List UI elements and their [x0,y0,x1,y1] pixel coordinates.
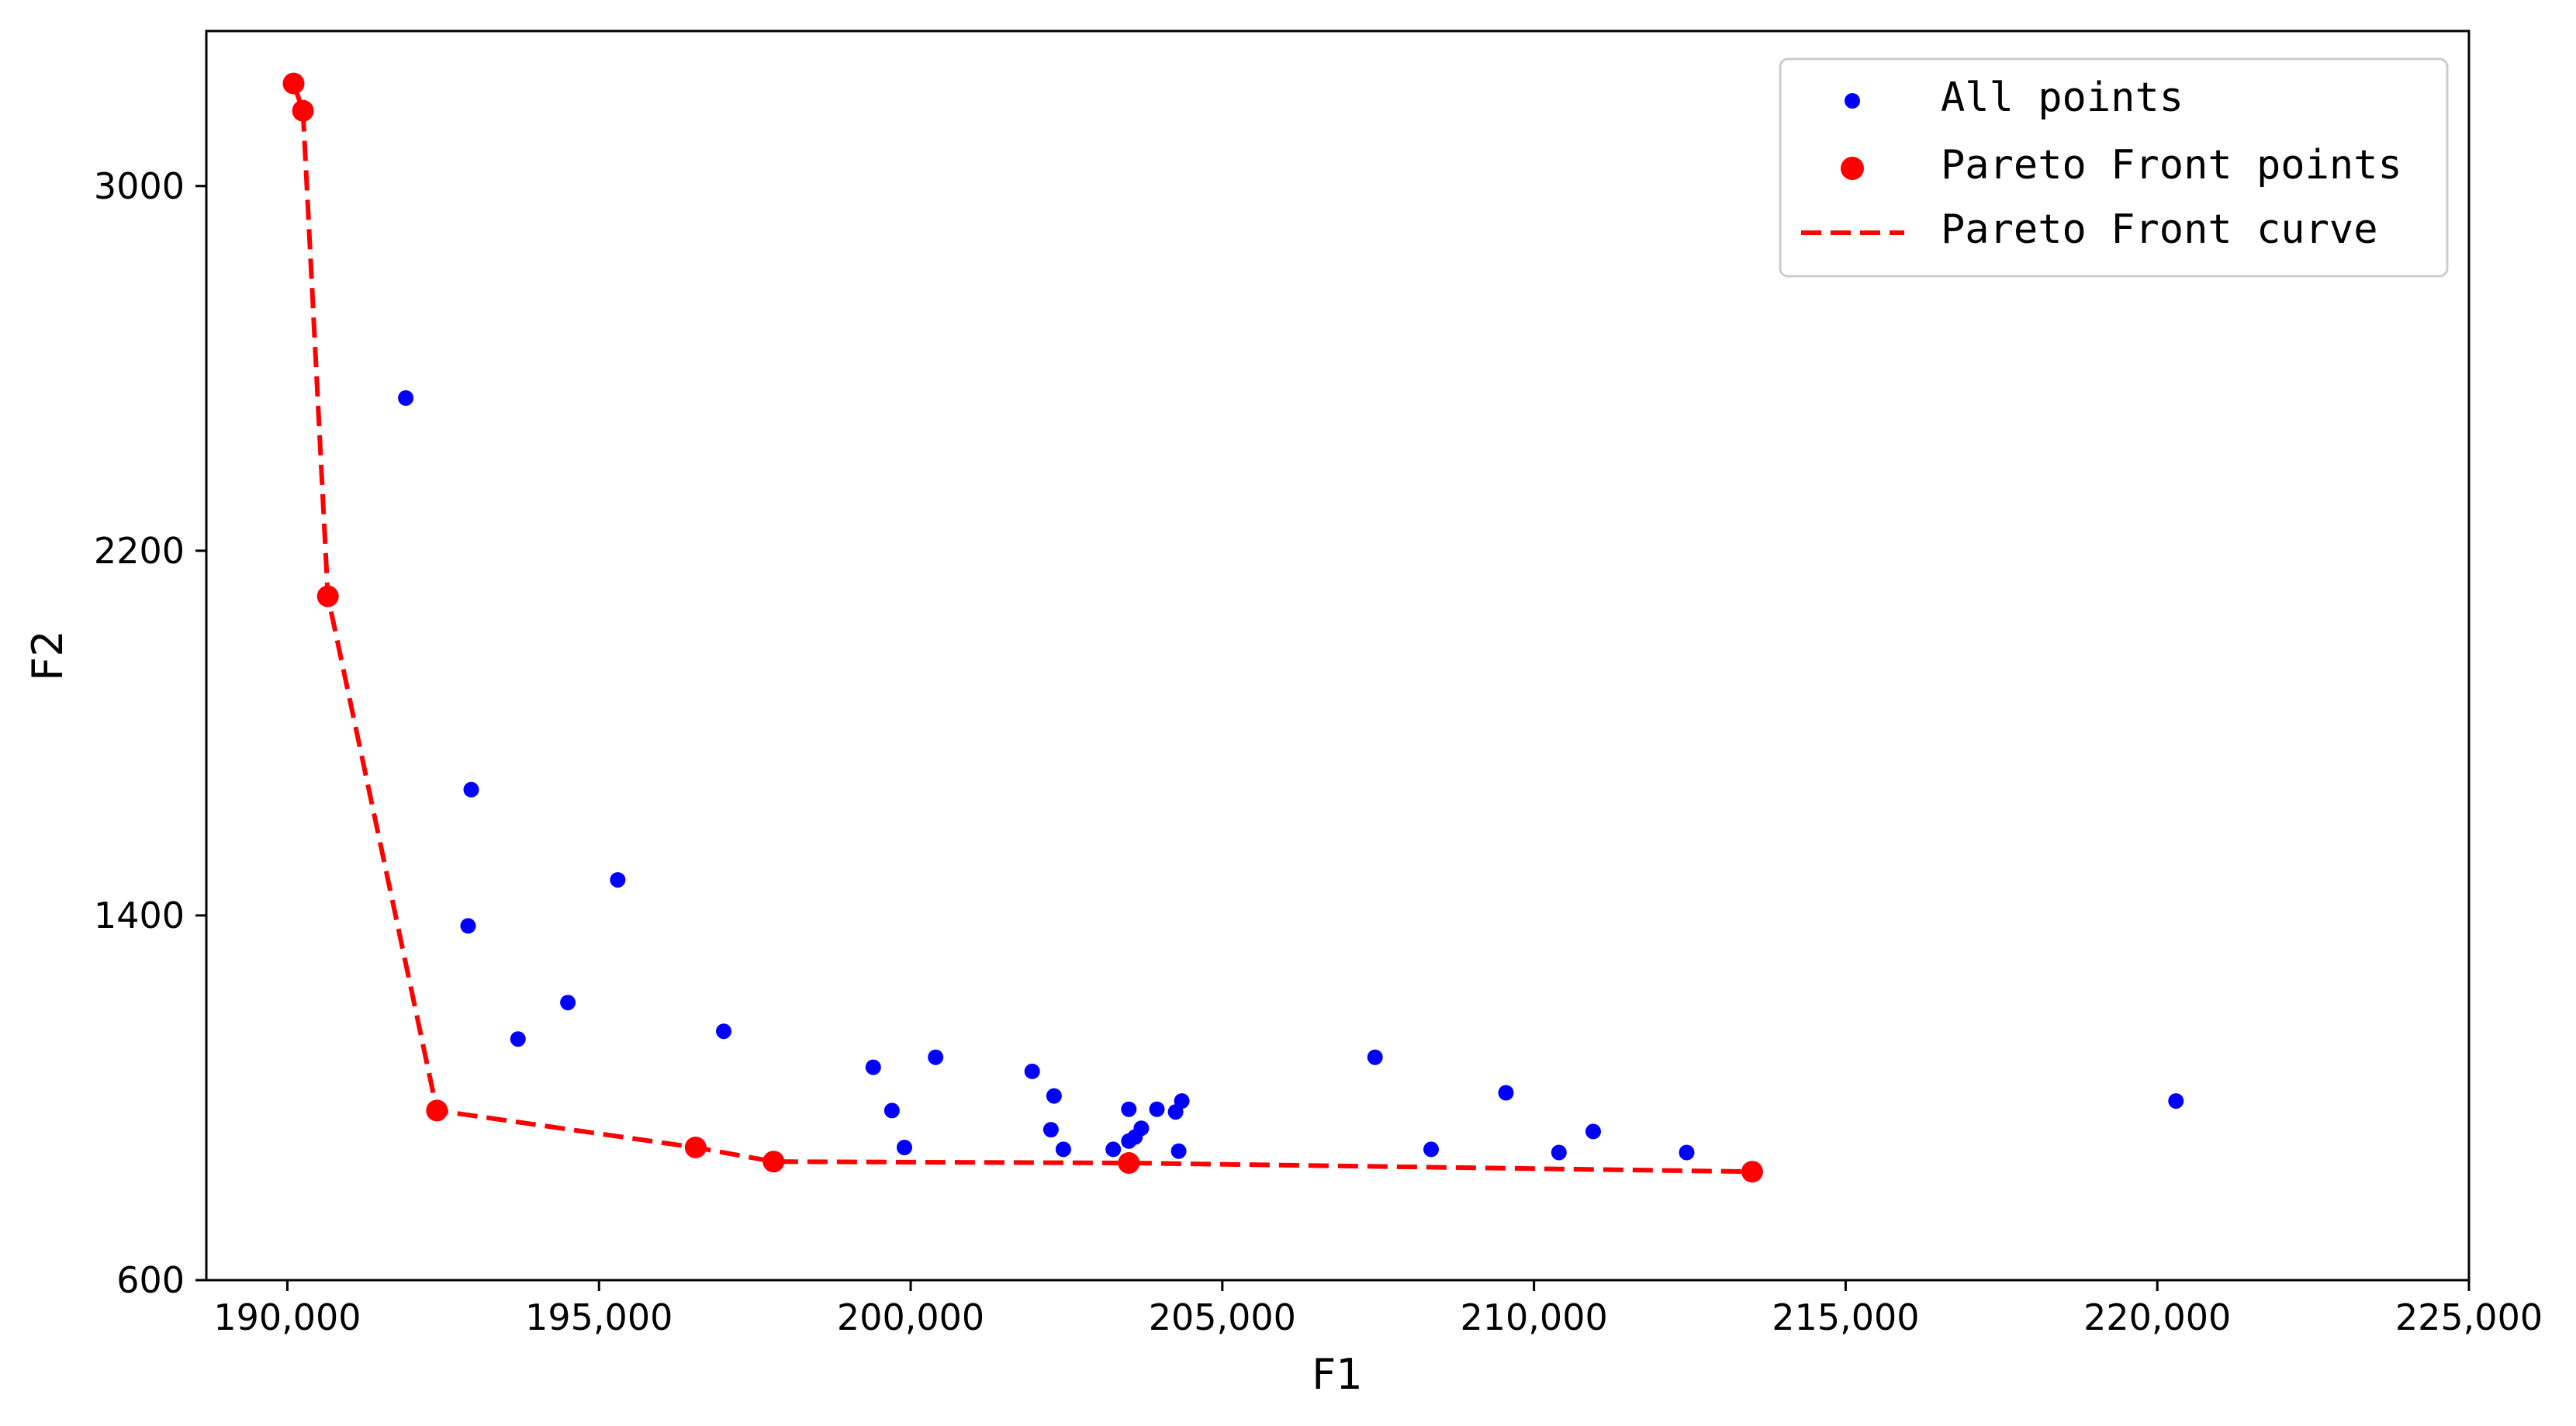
all-point-14 [1055,1141,1071,1158]
plot-frame [205,29,2471,1282]
all-point-5 [610,872,626,888]
y-axis-label: F2 [23,630,72,680]
all-point-23 [1174,1093,1190,1109]
all-point-6 [716,1023,731,1040]
all-point-4 [560,995,576,1011]
x-tick-label-4: 210,000 [1461,1296,1608,1338]
x-tick-label-1: 195,000 [525,1296,673,1338]
all-point-1 [463,781,479,798]
all-point-29 [1679,1144,1695,1161]
all-point-24 [1367,1049,1383,1065]
all-point-26 [1498,1085,1514,1101]
pareto-point-5 [762,1151,785,1173]
x-tick-label-7: 225,000 [2395,1296,2543,1338]
x-tick-label-3: 205,000 [1149,1296,1296,1338]
legend-label-all-points: All points [1941,74,2184,121]
x-tick-label-6: 220,000 [2083,1296,2231,1338]
all-point-22 [1170,1143,1187,1159]
all-point-10 [928,1049,944,1065]
pareto-point-6 [1118,1152,1140,1174]
all-point-8 [883,1102,900,1119]
pareto-point-1 [292,99,314,122]
legend-marker-all-points [1845,93,1860,109]
pareto-point-4 [684,1137,707,1158]
all-point-7 [865,1059,881,1075]
y-tick-label-2: 2200 [94,530,185,572]
all-point-19 [1133,1120,1150,1137]
x-axis-ticks: 190,000 195,000 200,000 205,000 210,000 215,0… [213,1280,2543,1338]
legend-marker-pareto-points [1841,157,1864,180]
pareto-point-2 [316,585,339,607]
pareto-point-0 [282,72,305,95]
y-axis-ticks: 600 1400 2200 3000 [94,165,206,1301]
all-point-20 [1149,1101,1165,1117]
all-point-30 [2168,1093,2184,1109]
all-point-2 [460,918,476,934]
all-point-16 [1121,1101,1137,1117]
all-point-25 [1423,1141,1439,1158]
all-point-28 [1585,1123,1601,1140]
pareto-point-3 [426,1099,448,1122]
all-point-12 [1043,1122,1059,1138]
all-point-0 [398,390,414,406]
pareto-point-7 [1741,1161,1763,1183]
y-tick-label-1: 1400 [94,895,185,936]
all-point-27 [1551,1144,1567,1161]
all-point-11 [1024,1063,1040,1079]
all-point-15 [1105,1141,1122,1158]
all-points-layer [398,390,2184,1161]
x-tick-label-2: 200,000 [837,1296,984,1338]
all-point-13 [1046,1088,1062,1104]
pareto-points-layer [282,72,1763,1183]
x-tick-label-0: 190,000 [213,1296,361,1338]
legend-label-pareto-points: Pareto Front points [1941,142,2402,189]
all-point-3 [510,1031,526,1047]
legend-frame [1779,57,2449,278]
y-tick-label-0: 600 [116,1259,185,1301]
y-tick-label-3: 3000 [94,165,185,207]
all-point-9 [897,1140,912,1155]
x-tick-label-5: 215,000 [1772,1296,1919,1338]
legend-label-pareto-curve: Pareto Front curve [1941,206,2378,253]
x-axis-label: F1 [1312,1350,1362,1399]
legend: All points Pareto Front points Pareto Fr… [1779,57,2449,278]
